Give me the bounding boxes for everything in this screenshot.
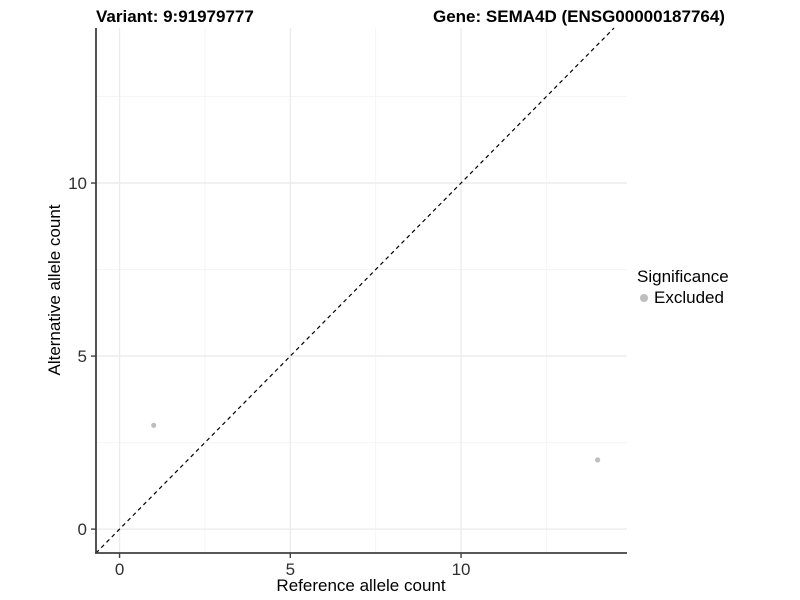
legend-item-excluded: Excluded xyxy=(637,287,729,308)
legend: Significance Excluded xyxy=(637,266,729,308)
x-axis-title: Reference allele count xyxy=(276,576,446,595)
data-point xyxy=(151,422,157,428)
data-point xyxy=(595,457,601,463)
y-axis-title: Alternative allele count xyxy=(45,204,64,376)
plot-title-gene: Gene: SEMA4D (ENSG00000187764) xyxy=(433,7,725,26)
y-tick-label: 10 xyxy=(68,174,87,193)
x-tick-label: 10 xyxy=(452,560,471,579)
x-tick-label: 0 xyxy=(115,560,124,579)
identity-reference-line xyxy=(95,27,615,554)
y-tick-label: 0 xyxy=(78,520,87,539)
plot-title-variant: Variant: 9:91979777 xyxy=(96,7,254,26)
x-tick-label: 5 xyxy=(286,560,295,579)
legend-title: Significance xyxy=(637,267,729,286)
y-tick-label: 5 xyxy=(78,347,87,366)
legend-item-label: Excluded xyxy=(654,288,724,307)
legend-point-icon xyxy=(640,293,648,302)
